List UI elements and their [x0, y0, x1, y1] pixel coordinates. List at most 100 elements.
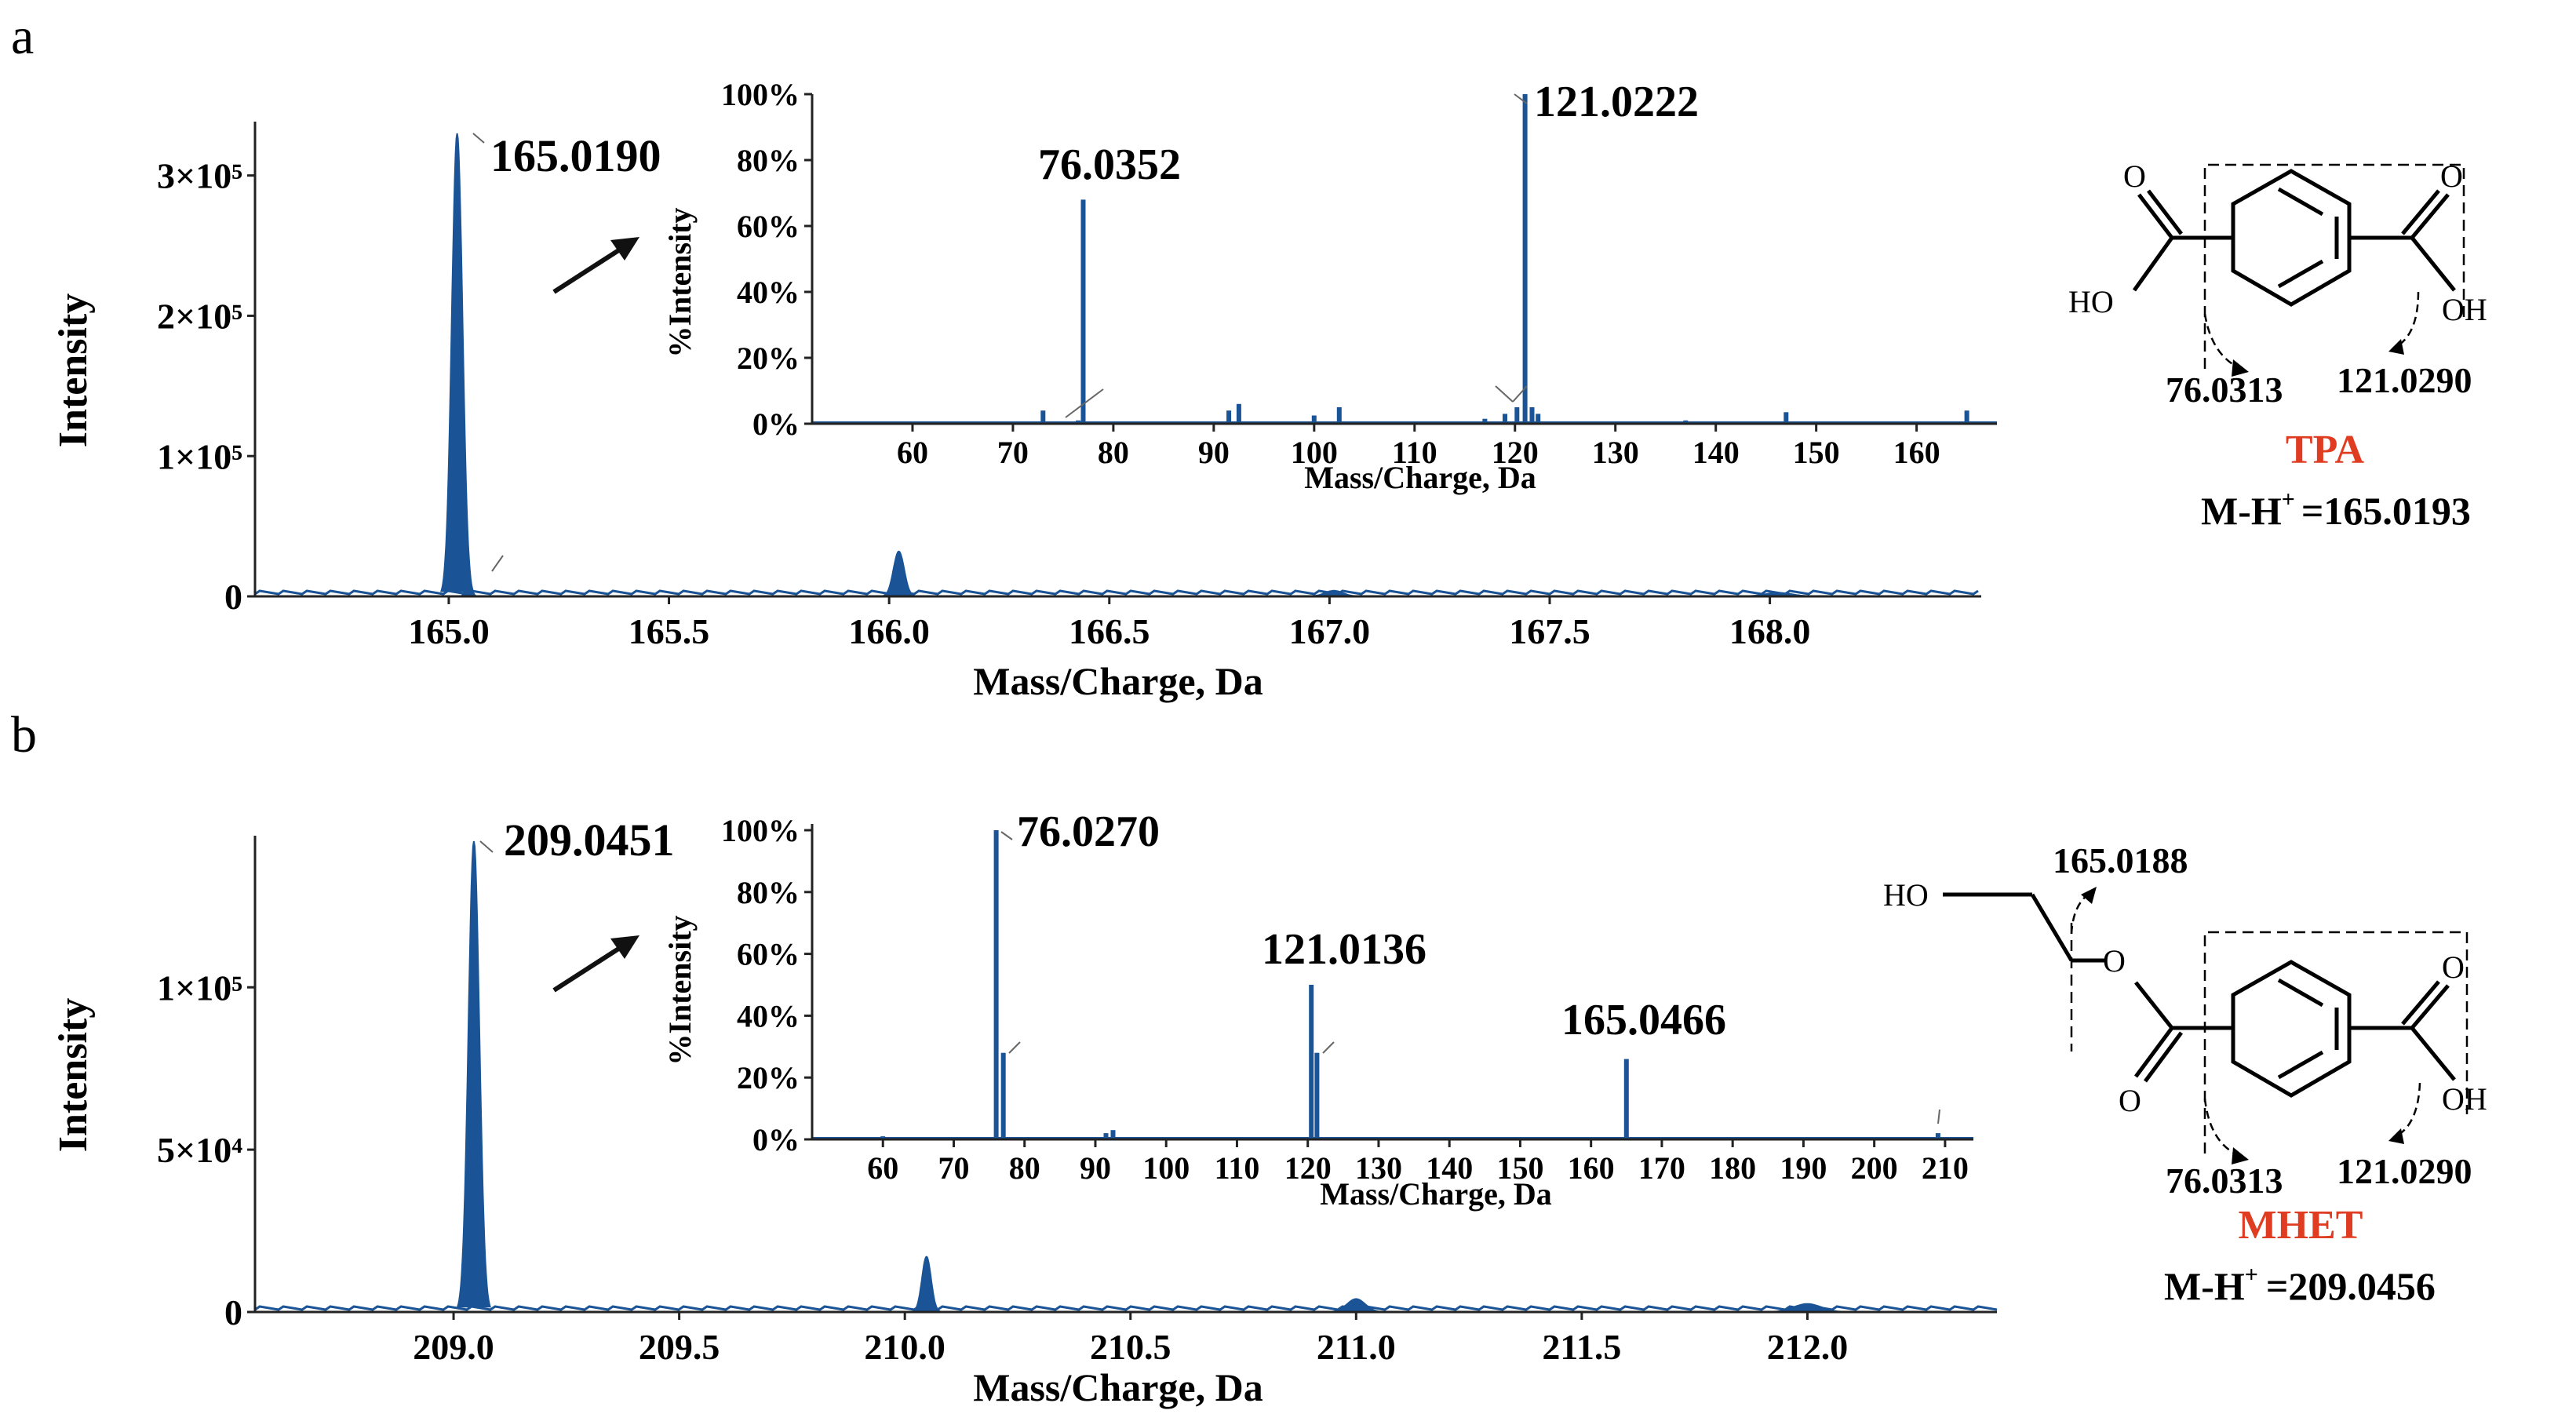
tpa-formula: M-H+ =165.0193 [2201, 487, 2471, 533]
tpa-atom-ho: HO [2068, 284, 2114, 319]
chart-a-main-y-tick-label-2: 2×10⁵ [157, 297, 242, 337]
chart-b-inset-bar-1 [993, 830, 999, 1139]
chart-b-inset-x-tick-label-9: 150 [1496, 1150, 1543, 1186]
chart-a-main-x-tick-label-4: 167.0 [1289, 611, 1371, 651]
chart-a-inset-x-tick-label-4: 100 [1291, 435, 1338, 470]
chart-a-main-small-tick [491, 555, 504, 572]
chart-a-main-peak-tick [472, 133, 485, 144]
chart-b-inset-x-tick-label-12: 180 [1709, 1150, 1756, 1186]
mhet-formula-prefix: M-H [2164, 1264, 2245, 1308]
tpa-formula-prefix: M-H [2201, 489, 2282, 533]
chart-b-inset-x-tick-label-7: 130 [1355, 1150, 1402, 1186]
chart-a-inset-bar-3 [1226, 410, 1232, 424]
mhet-fragment-1: 76.0313 [2166, 1161, 2283, 1201]
chart-a-inset-x-tick-label-1: 70 [997, 435, 1029, 470]
chart-b-main-peak-0 [456, 840, 491, 1308]
chart-a-inset-bar-15 [1964, 410, 1969, 424]
mhet-arrowhead-3 [2081, 887, 2097, 904]
chart-a-inset-ticks: 60 70 80 90 100 110 120 130 140 150 160 0% 20% 40% 60%… [721, 77, 1940, 470]
tpa-atom-o-left: O [2123, 159, 2146, 194]
chart-b-inset-bar-6 [1314, 1052, 1320, 1139]
chart-b-inset-tick-mark-2 [1008, 1041, 1021, 1054]
chart-b-inset-x-tick-label-10: 160 [1568, 1150, 1615, 1186]
tpa-arrowhead-1 [2232, 359, 2249, 377]
chart-a-inset-peak-label-2: 121.0222 [1534, 78, 1699, 126]
chart-a-inset-x-tick-label-9: 150 [1793, 435, 1840, 470]
chart-a-inset-bar-8 [1503, 414, 1507, 424]
mhet-atom-o-carbonyl: O [2119, 1083, 2141, 1118]
chart-b-inset-x-tick-label-13: 190 [1780, 1150, 1827, 1186]
tpa-fragment-2: 121.0290 [2337, 360, 2472, 400]
mhet-arrowhead-2 [2388, 1128, 2404, 1144]
chart-a-main: 165.0 165.5 166.0 166.5 167.0 167.5 168.0 0 1×10… [51, 122, 1981, 703]
chart-b-inset-y-tick-label-3: 60% [737, 937, 800, 972]
chart-a-inset-bar-14 [1784, 412, 1789, 424]
chart-b-main-peak-2 [1328, 1298, 1383, 1313]
mhet-atom-oh: OH [2442, 1081, 2487, 1117]
chart-b-inset-bar-0 [880, 1136, 886, 1139]
chart-a-main-x-tick-label-1: 165.5 [629, 611, 710, 651]
chart-a-inset-xlabel: Mass/Charge, Da [1304, 460, 1536, 495]
chart-b-inset-x-tick-label-11: 170 [1638, 1150, 1685, 1186]
chart-a-inset-y-tick-label-5: 100% [721, 77, 800, 112]
chart-a-inset: 60 70 80 90 100 110 120 130 140 150 160 0% 20% 40% 60%… [662, 77, 1997, 495]
chart-b-main-peak-tick [479, 840, 494, 853]
tpa-arrowhead-2 [2388, 339, 2404, 355]
chart-a-inset-x-tick-label-0: 60 [897, 435, 928, 470]
chart-b-inset-x-tick-label-2: 80 [1009, 1150, 1040, 1186]
chart-b-inset-ylabel: %Intensity [662, 915, 698, 1065]
chart-b-main-x-tick-label-1: 209.5 [639, 1327, 720, 1367]
chart-a-main-baseline [254, 589, 1979, 596]
chart-a-main-x-tick-label-5: 167.5 [1509, 611, 1590, 651]
chart-a-inset-x-tick-label-2: 80 [1098, 435, 1129, 470]
chart-a-inset-peak-label-1: 76.0352 [1038, 140, 1181, 189]
chart-b-main-xlabel: Mass/Charge, Da [973, 1365, 1262, 1409]
chart-a-inset-plot [812, 94, 1997, 424]
chart-a-inset-bar-0 [1040, 410, 1046, 424]
chart-b-main-x-tick-label-6: 212.0 [1767, 1327, 1849, 1367]
chart-b-main-x-tick-label-4: 211.0 [1317, 1327, 1396, 1367]
chart-a-main-peak-1 [460, 575, 477, 597]
chart-a-main-peak-0 [440, 133, 475, 592]
chart-a-inset-y-tick-label-4: 80% [737, 143, 800, 178]
chart-b-main-baseline [254, 1305, 1998, 1311]
chart-b-inset-peak-label-2: 121.0136 [1262, 925, 1426, 974]
mhet-formula-value: =209.0456 [2266, 1264, 2436, 1308]
chart-a-inset-ylabel: %Intensity [662, 207, 698, 357]
chart-b-main-peak-label: 209.0451 [504, 815, 675, 866]
chart-a-inset-y-tick-label-0: 0% [752, 406, 800, 442]
tpa-formula-sup: + [2282, 487, 2295, 512]
tpa-structure [2132, 169, 2456, 307]
chart-b-main-x-tick-label-5: 211.5 [1542, 1327, 1621, 1367]
panel-label-a: a [11, 8, 34, 65]
chart-b-inset-peak-label-3: 165.0466 [1561, 996, 1726, 1044]
chart-b-inset-x-tick-label-5: 110 [1215, 1150, 1260, 1186]
chart-a-inset-bar-4 [1236, 403, 1241, 424]
chart-a-main-x-tick-label-6: 168.0 [1729, 611, 1811, 651]
chart-b-main-y-tick-label-2: 1×10⁵ [157, 968, 242, 1008]
chart-a-inset-y-tick-label-2: 40% [737, 275, 800, 310]
chart-a-main-y-tick-label-1: 1×10⁵ [157, 436, 242, 476]
chart-a-inset-x-tick-label-10: 160 [1893, 435, 1940, 470]
chart-a-inset-bar-11 [1529, 407, 1535, 424]
chart-a-inset-x-tick-label-6: 120 [1492, 435, 1539, 470]
chart-b-inset-bar-2 [1000, 1052, 1006, 1139]
chart-a-inset-bar-2 [1080, 199, 1086, 424]
chart-b-inset-bar-5 [1309, 985, 1314, 1139]
chart-b-main-y-tick-label-0: 0 [224, 1292, 242, 1332]
chart-b-inset-x-tick-label-1: 70 [938, 1150, 969, 1186]
mhet-fragment-3: 165.0188 [2053, 840, 2188, 880]
chart-a-inset-bar-6 [1336, 407, 1342, 424]
chart-b-inset-y-tick-label-5: 100% [721, 813, 800, 848]
mhet-atom-o-right: O [2442, 949, 2465, 985]
chart-a-main-x-tick-label-0: 165.0 [408, 611, 490, 651]
mhet-atom-ho: HO [1883, 877, 1929, 913]
panel-label-b: b [11, 706, 37, 764]
chart-b-inset-y-tick-label-0: 0% [752, 1122, 800, 1157]
chart-b-inset-y-tick-label-2: 40% [737, 998, 800, 1033]
chart-a-main-y-tick-label-0: 0 [224, 577, 242, 617]
arrow-up-right-icon [552, 237, 639, 294]
tpa-atom-oh: OH [2442, 292, 2487, 327]
chart-b-inset-y-tick-label-1: 20% [737, 1060, 800, 1095]
chart-a-main-peak-label: 165.0190 [490, 130, 661, 181]
